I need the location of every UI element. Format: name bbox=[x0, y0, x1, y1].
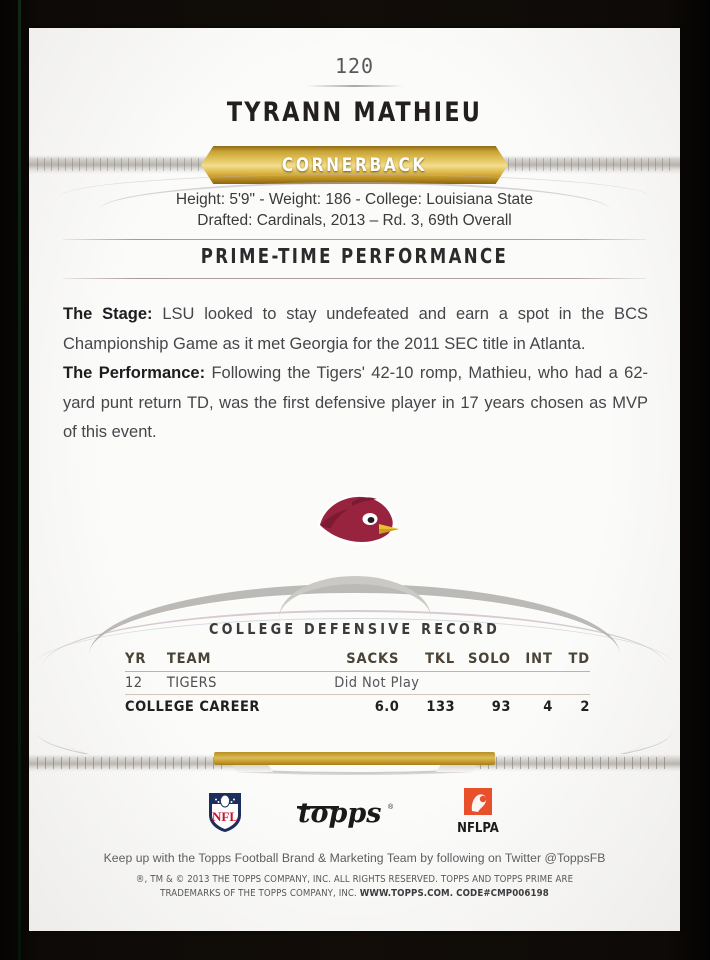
cell-career-label: COLLEGE CAREER bbox=[125, 699, 260, 715]
bottom-ribs-right bbox=[480, 757, 672, 769]
stage-paragraph: The Stage: LSU looked to stay undefeated… bbox=[63, 300, 648, 359]
cell-did-not-play: Did Not Play bbox=[320, 671, 590, 695]
performance-paragraph: The Performance: Following the Tigers' 4… bbox=[63, 359, 648, 448]
column-header-solo: SOLO bbox=[455, 648, 511, 672]
bottom-arc-2 bbox=[63, 740, 646, 775]
cell-career-tkl: 133 bbox=[426, 699, 456, 715]
bottom-band bbox=[29, 728, 680, 788]
column-header-sacks: SACKS bbox=[320, 648, 400, 672]
column-header-td: TD bbox=[552, 648, 590, 672]
copyright-url-code: WWW.TOPPS.COM. CODE#CMP006198 bbox=[359, 887, 549, 899]
card-number: 120 bbox=[334, 54, 375, 78]
svg-text:topps: topps bbox=[298, 798, 381, 829]
column-header-int: INT bbox=[510, 648, 553, 672]
cell-team: TIGERS bbox=[166, 671, 321, 695]
cell-career-td: 2 bbox=[580, 699, 590, 715]
arc-notch bbox=[278, 576, 431, 618]
svg-text:®: ® bbox=[388, 803, 394, 811]
arc-thin-1 bbox=[43, 610, 666, 666]
bottom-wing-left bbox=[29, 754, 239, 772]
story-copy: The Stage: LSU looked to stay undefeated… bbox=[63, 300, 648, 448]
table-header-row: YR TEAM SACKS TKL SOLO INT TD bbox=[125, 648, 590, 672]
column-header-yr: YR bbox=[125, 648, 167, 672]
band-wing-left bbox=[29, 155, 244, 174]
column-header-team: TEAM bbox=[166, 648, 321, 672]
band-ribs-left bbox=[37, 158, 236, 171]
footer-twitter-line: Keep up with the Topps Football Brand & … bbox=[103, 851, 606, 865]
bottom-gold-plate bbox=[204, 746, 505, 772]
bottom-wing-right bbox=[470, 754, 680, 772]
arc-thin-2 bbox=[33, 618, 676, 667]
topps-wordmark-icon: topps ® bbox=[296, 795, 400, 834]
cell-career-solo: 93 bbox=[491, 699, 511, 715]
stats-table: YR TEAM SACKS TKL SOLO INT TD 12 TIGERS … bbox=[125, 648, 590, 718]
stage-text: LSU looked to stay undefeated and earn a… bbox=[63, 305, 648, 353]
footer-copyright: ®, TM & © 2013 THE TOPPS COMPANY, INC. A… bbox=[29, 873, 680, 900]
logo-row: NFL topps ® NFLPA bbox=[29, 786, 680, 842]
copyright-line-1: ®, TM & © 2013 THE TOPPS COMPANY, INC. A… bbox=[135, 874, 574, 885]
section-title: PRIME-TIME PERFORMANCE bbox=[200, 244, 509, 268]
table-total-row: COLLEGE CAREER 6.0 133 93 4 2 bbox=[125, 695, 590, 719]
copyright-trademark-text: TRADEMARKS OF THE TOPPS COMPANY, INC. bbox=[160, 887, 360, 899]
stats-arc-decoration bbox=[29, 558, 680, 648]
arizona-cardinals-logo bbox=[307, 490, 403, 552]
bottom-ribs-left bbox=[37, 757, 229, 769]
band-wing-right bbox=[465, 155, 680, 174]
player-name: TYRANN MATHIEU bbox=[226, 97, 483, 128]
stats-title: COLLEGE DEFENSIVE RECORD bbox=[209, 620, 500, 638]
position-label: CORNERBACK bbox=[281, 154, 428, 176]
performance-label: The Performance: bbox=[63, 364, 206, 382]
bottom-gold-inner bbox=[214, 752, 495, 765]
section-rule-bottom bbox=[63, 278, 646, 279]
nflpa-logo-icon: NFLPA bbox=[452, 787, 504, 841]
section-rule-top bbox=[63, 239, 646, 240]
stage-label: The Stage: bbox=[63, 305, 153, 323]
cell-career-sacks: 6.0 bbox=[374, 699, 400, 715]
bio-line-2: Drafted: Cardinals, 2013 – Rd. 3, 69th O… bbox=[197, 212, 512, 229]
performance-text: Following the Tigers' 42-10 romp, Mathie… bbox=[63, 364, 648, 441]
table-row: 12 TIGERS Did Not Play bbox=[125, 671, 590, 695]
trading-card-back: 120 TYRANN MATHIEU CORNERBACK Height: 5'… bbox=[29, 28, 680, 931]
column-header-tkl: TKL bbox=[399, 648, 456, 672]
band-ribs-right bbox=[473, 158, 672, 171]
svg-text:NFLPA: NFLPA bbox=[457, 821, 499, 836]
cell-yr: 12 bbox=[125, 671, 167, 695]
player-bio: Height: 5'9" - Weight: 186 - College: Lo… bbox=[29, 189, 680, 231]
cell-career-int: 4 bbox=[543, 699, 553, 715]
bio-line-1: Height: 5'9" - Weight: 186 - College: Lo… bbox=[175, 191, 534, 208]
nfl-shield-icon: NFL bbox=[206, 790, 244, 839]
copyright-line-2: TRADEMARKS OF THE TOPPS COMPANY, INC. WW… bbox=[29, 887, 680, 901]
svg-text:NFL: NFL bbox=[212, 809, 238, 824]
card-number-divider bbox=[305, 85, 404, 87]
band-arc-lower bbox=[59, 174, 650, 197]
position-band: CORNERBACK bbox=[29, 138, 680, 194]
